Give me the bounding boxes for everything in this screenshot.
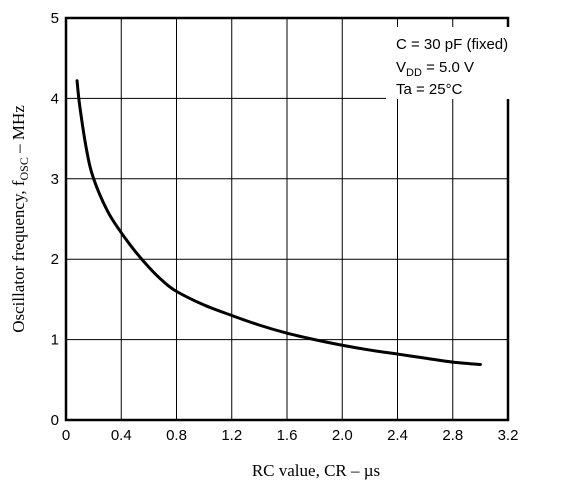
x-tick-labels: 0 0.4 0.8 1.2 1.6 2.0 2.4 2.8 3.2 bbox=[62, 427, 519, 444]
y-tick-labels: 0 1 2 3 4 5 bbox=[51, 10, 59, 429]
y-tick-label: 5 bbox=[51, 10, 59, 27]
x-tick-label: 1.6 bbox=[277, 427, 298, 444]
annotation-voltage-symbol: V bbox=[396, 59, 406, 76]
y-axis-title-main: Oscillator frequency, f bbox=[9, 180, 28, 333]
annotation-voltage-value: = 5.0 V bbox=[422, 59, 474, 76]
annotation-box bbox=[386, 27, 551, 99]
x-tick-label: 0.4 bbox=[111, 427, 132, 444]
plot-frame bbox=[64, 16, 510, 422]
x-axis-title: RC value, CR – µs bbox=[252, 461, 380, 480]
frequency-curve bbox=[75, 79, 482, 367]
x-tick-label: 0 bbox=[62, 427, 70, 444]
annotation-capacitance: C = 30 pF (fixed) bbox=[396, 36, 508, 53]
y-tick-label: 4 bbox=[51, 90, 59, 107]
y-tick-label: 1 bbox=[51, 332, 59, 349]
x-tick-label: 0.8 bbox=[166, 427, 187, 444]
y-tick-label: 2 bbox=[51, 251, 59, 268]
x-tick-label: 2.0 bbox=[332, 427, 353, 444]
y-tick-label: 3 bbox=[51, 171, 59, 188]
y-axis-title-subscript: OSC bbox=[17, 157, 31, 180]
annotation-voltage-subscript: DD bbox=[406, 67, 422, 79]
x-tick-label: 2.4 bbox=[387, 427, 408, 444]
y-tick-label: 0 bbox=[51, 412, 59, 429]
y-axis-title: Oscillator frequency, fOSC – MHz bbox=[9, 105, 31, 333]
annotation-voltage: VDD = 5.0 V bbox=[396, 59, 474, 79]
annotation-temperature: Ta = 25°C bbox=[396, 81, 463, 98]
x-tick-label: 2.8 bbox=[442, 427, 463, 444]
x-tick-label: 3.2 bbox=[498, 427, 519, 444]
y-axis-title-unit: – MHz bbox=[9, 105, 28, 157]
x-tick-label: 1.2 bbox=[221, 427, 242, 444]
series-layer bbox=[75, 79, 482, 367]
